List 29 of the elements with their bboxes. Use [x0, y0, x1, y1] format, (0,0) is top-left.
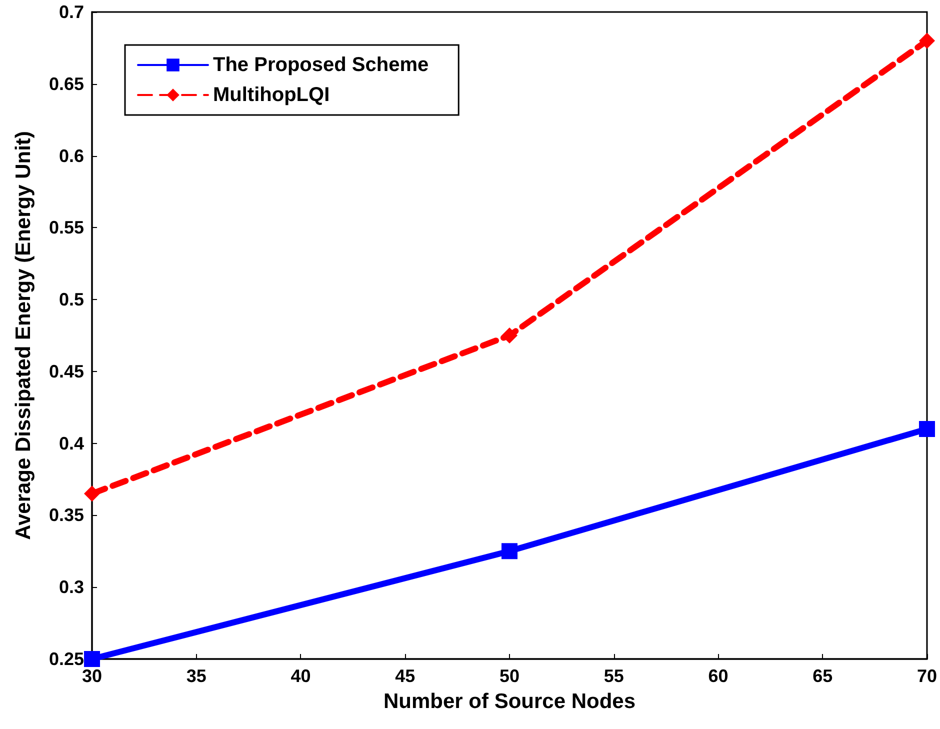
y-tick-label: 0.6 — [58, 146, 84, 166]
y-tick-label: 0.3 — [58, 577, 84, 598]
point — [501, 543, 518, 560]
y-axis-title: Average Dissipated Energy (Energy Unit) — [12, 131, 35, 540]
point — [918, 32, 935, 49]
point — [84, 486, 100, 502]
legend-label: MultihopLQI — [213, 84, 330, 106]
y-tick-label: 0.45 — [48, 361, 84, 382]
x-tick-label: 55 — [604, 666, 624, 686]
point — [84, 651, 100, 667]
y-tick-label: 0.4 — [58, 433, 84, 454]
y-tick-label: 0.35 — [48, 505, 84, 526]
y-tick-label: 0.25 — [48, 649, 84, 669]
legend-label: The Proposed Scheme — [213, 54, 429, 76]
y-tick-label: 0.65 — [48, 74, 84, 94]
y-tick-label: 0.55 — [48, 218, 84, 238]
x-tick-label: 65 — [812, 666, 833, 686]
x-tick-label: 35 — [186, 666, 206, 686]
x-tick-label: 70 — [916, 666, 938, 686]
point — [918, 420, 935, 437]
x-tick-label: 40 — [290, 666, 311, 686]
point — [501, 328, 518, 344]
y-tick-label: 0.5 — [58, 290, 84, 310]
y-tick-label: 0.7 — [58, 2, 84, 22]
x-tick-label: 30 — [82, 666, 102, 686]
x-axis-title: Number of Source Nodes — [383, 690, 636, 713]
x-tick-label: 60 — [708, 666, 728, 686]
x-tick-label: 50 — [499, 666, 520, 686]
x-tick-label: 45 — [395, 666, 416, 686]
